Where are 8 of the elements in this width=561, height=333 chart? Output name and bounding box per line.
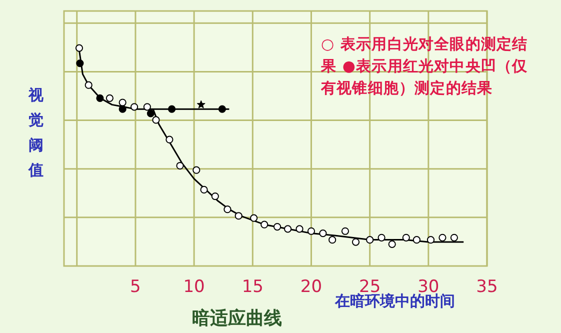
x-tick-label: 20: [300, 277, 322, 297]
annotation: ○ 表示用白光对全眼的测定结果 ●表示用红光对中央凹（仅有视锥细胞）测定的结果: [321, 34, 529, 99]
text: 暗适应曲线: [192, 308, 282, 329]
x-tick-label: 35: [476, 277, 498, 297]
x-tick-label: 5: [130, 277, 141, 297]
x-tick-label: 15: [242, 277, 264, 297]
x-tick-label: 10: [183, 277, 205, 297]
y-axis-title: 视觉阈值: [28, 86, 44, 179]
